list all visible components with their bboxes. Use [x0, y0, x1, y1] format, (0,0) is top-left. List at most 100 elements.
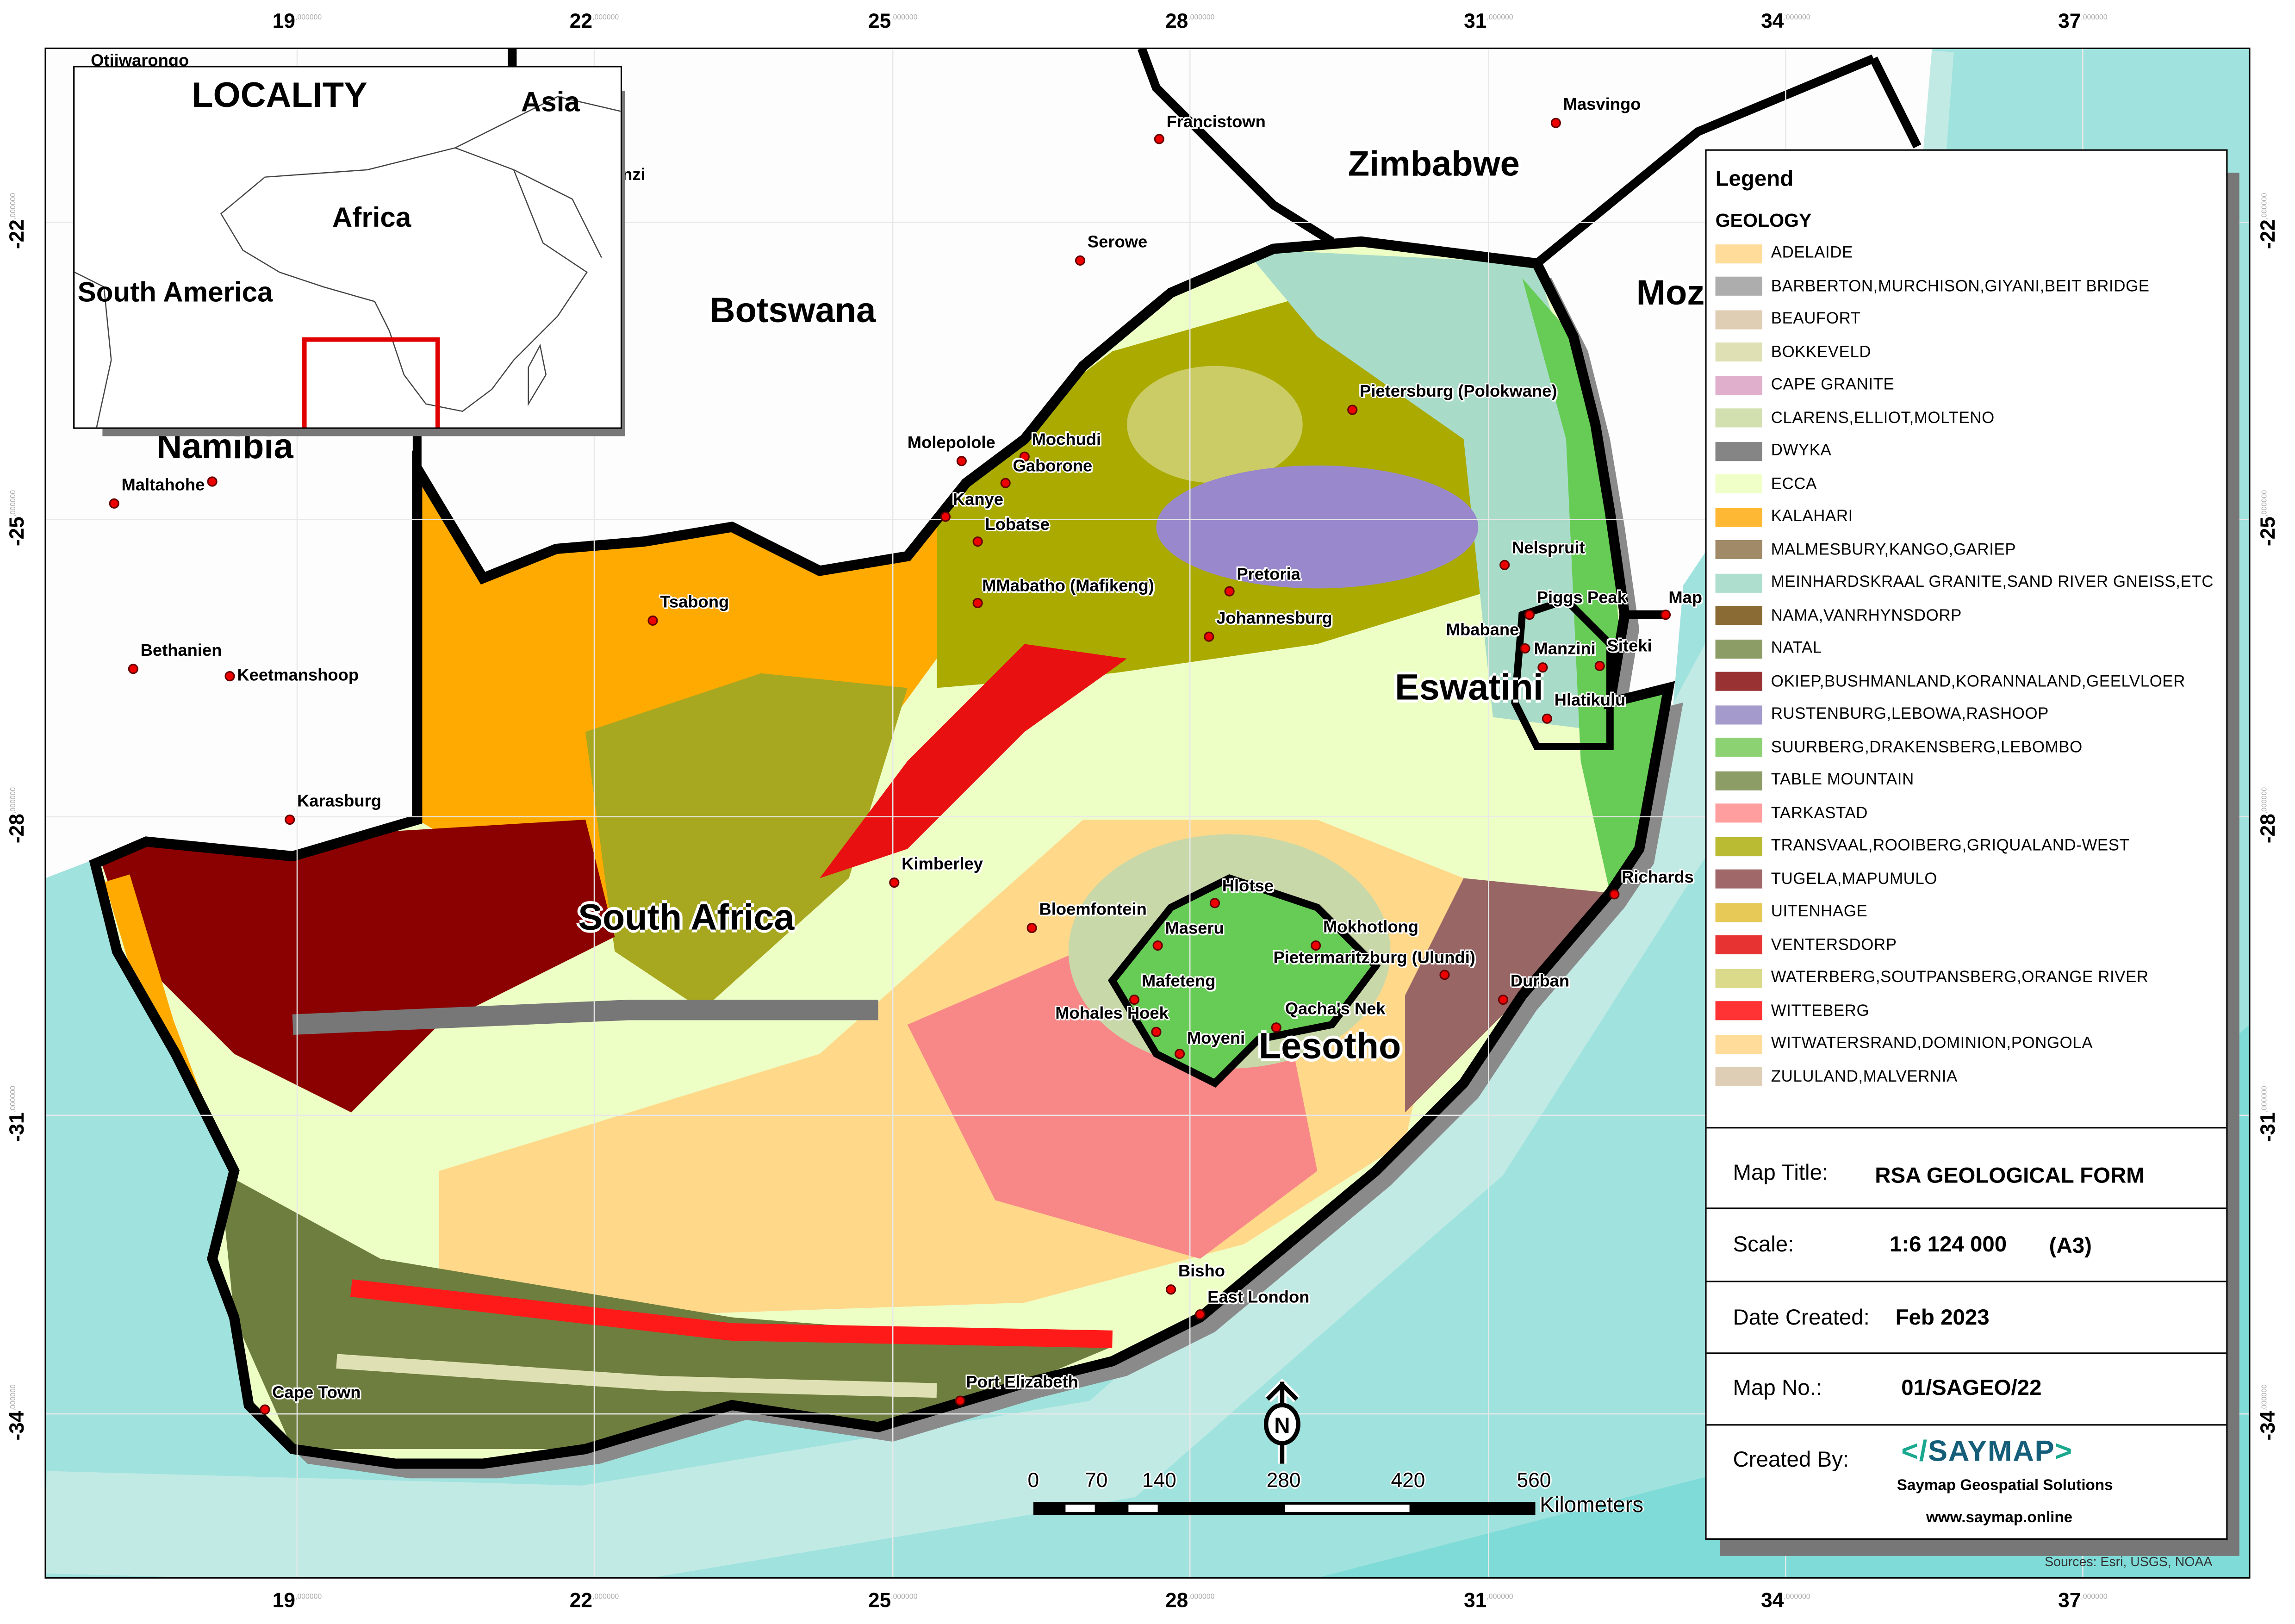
city-dot[interactable]: [889, 877, 900, 888]
city-dot[interactable]: [1542, 713, 1552, 724]
date-value: Feb 2023: [1895, 1306, 1990, 1331]
city-dot[interactable]: [128, 664, 138, 674]
city-dot[interactable]: [1550, 118, 1561, 128]
city-dot[interactable]: [1499, 560, 1510, 570]
city-dot[interactable]: [1000, 478, 1011, 488]
legend: Legend GEOLOGY ADELAIDE BARBERTON,MURCHIS…: [1705, 149, 2228, 1130]
legend-item: RUSTENBURG,LEBOWA,RASHOOP: [1715, 703, 2049, 726]
city-label: Cape Town: [272, 1384, 361, 1402]
city-label: Hlatikulu: [1554, 692, 1626, 710]
city-label: Mochudi: [1032, 431, 1101, 449]
city-dot[interactable]: [1174, 1049, 1185, 1059]
city-label: Gaborone: [1013, 458, 1093, 476]
legend-swatch: [1715, 540, 1762, 560]
city-dot[interactable]: [1209, 898, 1220, 908]
legend-swatch: [1715, 704, 1762, 724]
city-dot[interactable]: [1204, 631, 1214, 642]
city-dot[interactable]: [972, 597, 983, 609]
city-dot[interactable]: [285, 814, 295, 825]
legend-swatch: [1715, 1067, 1762, 1086]
city-dot[interactable]: [1195, 1309, 1206, 1320]
date-row: Date Created: Feb 2023: [1706, 1281, 2227, 1354]
legend-swatch: [1715, 1034, 1762, 1053]
country-label-botswana: Botswana: [709, 291, 876, 331]
scale-bar-graphic: [1033, 1501, 1536, 1515]
city-dot[interactable]: [1660, 610, 1671, 620]
lon-label-top: 22,000000: [569, 8, 619, 32]
legend-item: TUGELA,MAPUMULO: [1715, 867, 1938, 891]
city-dot[interactable]: [1498, 994, 1509, 1005]
map-title-label: Map Title:: [1733, 1160, 1829, 1186]
map-frame: [44, 47, 2251, 1579]
city-dot[interactable]: [955, 1395, 965, 1406]
saymap-logo: </SAYMAP>: [1901, 1436, 2073, 1468]
legend-label: TARKASTAD: [1771, 804, 1868, 822]
city-dot[interactable]: [1439, 970, 1450, 980]
legend-swatch: [1715, 803, 1762, 823]
city-label: Francistown: [1166, 114, 1266, 132]
city-dot[interactable]: [1166, 1284, 1176, 1295]
city-dot[interactable]: [1075, 255, 1086, 266]
city-dot[interactable]: [1594, 660, 1605, 672]
city-dot[interactable]: [109, 498, 119, 509]
lon-label-top: 25,000000: [868, 8, 918, 32]
city-label: Pietermaritzburg (Ulundi): [1273, 950, 1475, 968]
city-dot[interactable]: [1019, 451, 1030, 462]
legend-item: MALMESBURY,KANGO,GARIEP: [1715, 538, 2016, 561]
country-label-south-africa: South Africa: [578, 897, 795, 939]
legend-swatch: [1715, 606, 1762, 625]
city-dot[interactable]: [1609, 889, 1620, 900]
legend-swatch: [1715, 276, 1762, 296]
city-label: Durban: [1510, 973, 1570, 991]
eswatini-border: [1511, 596, 1614, 750]
city-dot[interactable]: [1311, 940, 1321, 951]
city-dot[interactable]: [647, 615, 658, 626]
city-dot[interactable]: [1154, 134, 1164, 144]
city-label: Keetmanshoop: [237, 667, 359, 685]
city-dot[interactable]: [1524, 610, 1535, 620]
city-dot[interactable]: [260, 1404, 270, 1415]
city-dot[interactable]: [1129, 994, 1140, 1005]
legend-swatch: [1715, 573, 1762, 592]
lon-label-bottom: 25,000000: [868, 1588, 918, 1612]
city-dot[interactable]: [972, 536, 983, 547]
legend-item: ZULULAND,MALVERNIA: [1715, 1065, 1958, 1089]
title-block: Map Title: RSA GEOLOGICAL FORM Scale: 1:…: [1705, 1127, 2228, 1540]
city-label: Pretoria: [1237, 566, 1300, 584]
scale-label: Scale:: [1733, 1232, 1794, 1257]
city-dot[interactable]: [224, 671, 235, 682]
city-dot[interactable]: [207, 476, 218, 487]
city-label: Serowe: [1087, 234, 1148, 252]
legend-item: DWYKA: [1715, 439, 1832, 463]
city-dot[interactable]: [940, 511, 951, 522]
city-dot[interactable]: [1537, 662, 1548, 673]
legend-label: NATAL: [1771, 640, 1822, 658]
legend-swatch: [1715, 869, 1762, 889]
city-dot[interactable]: [1152, 940, 1163, 951]
company-website[interactable]: www.saymap.online: [1926, 1509, 2073, 1527]
legend-swatch: [1715, 243, 1762, 263]
legend-swatch: [1715, 474, 1762, 493]
legend-label: BEAUFORT: [1771, 310, 1861, 328]
city-label: Siteki: [1607, 638, 1652, 656]
mapno-value: 01/SAGEO/22: [1901, 1375, 2042, 1401]
inset-label-africa: Africa: [332, 203, 411, 235]
city-dot[interactable]: [1347, 404, 1358, 415]
legend-item: OKIEP,BUSHMANLAND,KORANNALAND,GEELVLOER: [1715, 670, 2185, 693]
city-dot[interactable]: [956, 456, 967, 467]
city-dot[interactable]: [1026, 923, 1037, 933]
legend-label: DWYKA: [1771, 442, 1832, 460]
city-label: Kimberley: [902, 856, 983, 874]
legend-item: WITWATERSRAND,DOMINION,PONGOLA: [1715, 1032, 2093, 1056]
city-dot[interactable]: [1224, 586, 1235, 597]
city-label: Nelspruit: [1511, 540, 1585, 558]
city-dot[interactable]: [1520, 643, 1530, 654]
legend-item: WATERBERG,SOUTPANSBERG,ORANGE RIVER: [1715, 966, 2149, 989]
city-dot[interactable]: [1271, 1022, 1281, 1033]
company-name: Saymap Geospatial Solutions: [1897, 1477, 2113, 1495]
legend-item: TARKASTAD: [1715, 802, 1868, 825]
city-dot[interactable]: [1151, 1027, 1162, 1037]
city-label: Mafeteng: [1141, 973, 1216, 991]
legend-label: MEINHARDSKRAAL GRANITE,SAND RIVER GNEISS…: [1771, 573, 2214, 591]
